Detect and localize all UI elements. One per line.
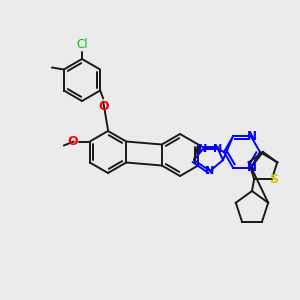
Text: O: O: [67, 135, 78, 148]
Text: N: N: [247, 161, 257, 174]
Text: N: N: [198, 144, 208, 154]
Text: N: N: [206, 166, 214, 176]
Text: S: S: [269, 172, 278, 186]
Text: N: N: [213, 144, 223, 154]
Text: Cl: Cl: [76, 38, 88, 51]
Text: N: N: [247, 130, 257, 143]
Text: O: O: [99, 100, 110, 112]
